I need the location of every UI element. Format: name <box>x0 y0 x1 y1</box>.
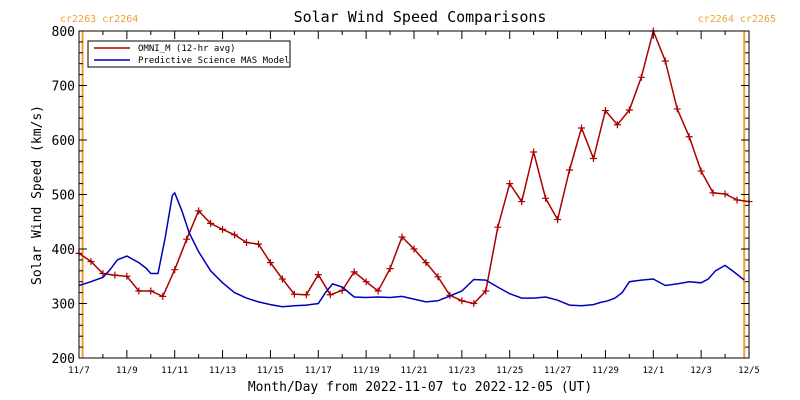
data-point-omni <box>554 216 562 224</box>
data-point-omni <box>171 266 179 274</box>
data-point-omni <box>697 167 705 175</box>
data-point-omni <box>386 265 394 273</box>
data-point-omni <box>87 258 95 266</box>
data-point-omni <box>362 278 370 286</box>
data-point-omni <box>733 196 741 204</box>
y-tick-label: 300 <box>52 298 75 313</box>
data-point-omni <box>99 270 107 278</box>
data-point-omni <box>278 275 286 283</box>
x-tick-label: 11/13 <box>209 366 236 376</box>
legend-box <box>87 40 291 68</box>
legend: OMNI_M (12-hr avg) Predictive Science MA… <box>87 40 291 68</box>
x-tick-label: 11/25 <box>496 366 523 376</box>
data-point-omni <box>231 231 239 239</box>
chart-title: Solar Wind Speed Comparisons <box>294 8 547 26</box>
data-point-omni <box>566 166 574 174</box>
data-point-omni <box>123 272 131 280</box>
data-point-omni <box>254 240 262 248</box>
y-tick-label: 800 <box>52 25 75 40</box>
y-tick-label: 500 <box>52 189 75 204</box>
data-point-omni <box>398 233 406 241</box>
data-point-omni <box>673 105 681 113</box>
data-point-omni <box>637 73 645 81</box>
y-tick-label: 600 <box>52 134 75 149</box>
data-point-omni <box>434 273 442 281</box>
y-tick-label: 200 <box>52 352 75 367</box>
data-point-omni <box>243 238 250 246</box>
data-point-omni <box>338 286 346 294</box>
data-point-omni <box>661 57 669 65</box>
data-point-omni <box>494 223 502 231</box>
data-point-omni <box>302 291 310 299</box>
data-point-omni <box>350 268 358 276</box>
y-axis-label: Solar Wind Speed (km/s) <box>30 105 45 285</box>
carrington-label-0: cr2263 cr2264 <box>60 14 138 25</box>
x-tick-label: 11/11 <box>161 366 188 376</box>
x-tick-label: 11/17 <box>305 366 332 376</box>
data-point-omni <box>410 245 418 253</box>
data-point-omni <box>589 155 597 163</box>
x-tick-label: 11/27 <box>544 366 571 376</box>
data-point-omni <box>195 207 203 215</box>
y-tick-label: 700 <box>52 80 75 95</box>
legend-label-mas: Predictive Science MAS Model <box>138 56 290 66</box>
x-tick-label: 11/7 <box>68 366 90 376</box>
data-point-omni <box>578 124 585 132</box>
data-point-omni <box>458 297 466 305</box>
x-tick-label: 11/21 <box>400 366 427 376</box>
data-point-omni <box>506 180 514 188</box>
data-point-omni <box>422 259 430 267</box>
data-point-omni <box>290 290 298 298</box>
data-point-omni <box>314 271 322 279</box>
data-point-omni <box>111 271 119 279</box>
data-point-omni <box>625 106 633 114</box>
data-point-omni <box>326 291 334 299</box>
data-point-omni <box>685 133 693 141</box>
x-tick-label: 11/19 <box>353 366 380 376</box>
axes-group: 11/7 11/9 11/11 11/13 11/15 11/17 11/19 11/21 11… <box>52 25 760 376</box>
data-point-omni <box>530 148 538 156</box>
data-point-omni <box>183 235 191 243</box>
data-point-omni <box>207 219 215 227</box>
x-tick-label: 12/1 <box>642 366 664 376</box>
data-point-omni <box>518 198 526 206</box>
y-tick-label: 400 <box>52 243 75 258</box>
x-tick-label: 11/15 <box>257 366 284 376</box>
data-point-omni <box>374 287 382 295</box>
data-point-omni <box>147 287 155 295</box>
x-tick-label: 11/29 <box>592 366 619 376</box>
x-tick-label: 12/3 <box>690 366 712 376</box>
x-tick-label: 11/23 <box>448 366 475 376</box>
data-point-omni <box>542 194 550 202</box>
data-point-omni <box>709 189 717 197</box>
x-tick-label: 12/5 <box>738 366 760 376</box>
data-point-omni <box>601 107 609 115</box>
x-tick-label: 11/9 <box>116 366 138 376</box>
data-point-omni <box>135 287 143 295</box>
series-line-1 <box>78 191 745 308</box>
data-point-omni <box>482 287 490 295</box>
carrington-label-1: cr2264 cr2265 <box>698 14 776 25</box>
data-point-omni <box>470 300 478 307</box>
data-point-omni <box>721 190 729 198</box>
data-point-omni <box>219 225 227 233</box>
data-point-omni <box>159 292 167 300</box>
data-point-omni <box>613 121 621 129</box>
legend-label-omni: OMNI_M (12-hr avg) <box>138 44 236 54</box>
x-axis-label: Month/Day from 2022-11-07 to 2022-12-05 … <box>248 380 592 395</box>
data-point-omni <box>266 259 274 267</box>
